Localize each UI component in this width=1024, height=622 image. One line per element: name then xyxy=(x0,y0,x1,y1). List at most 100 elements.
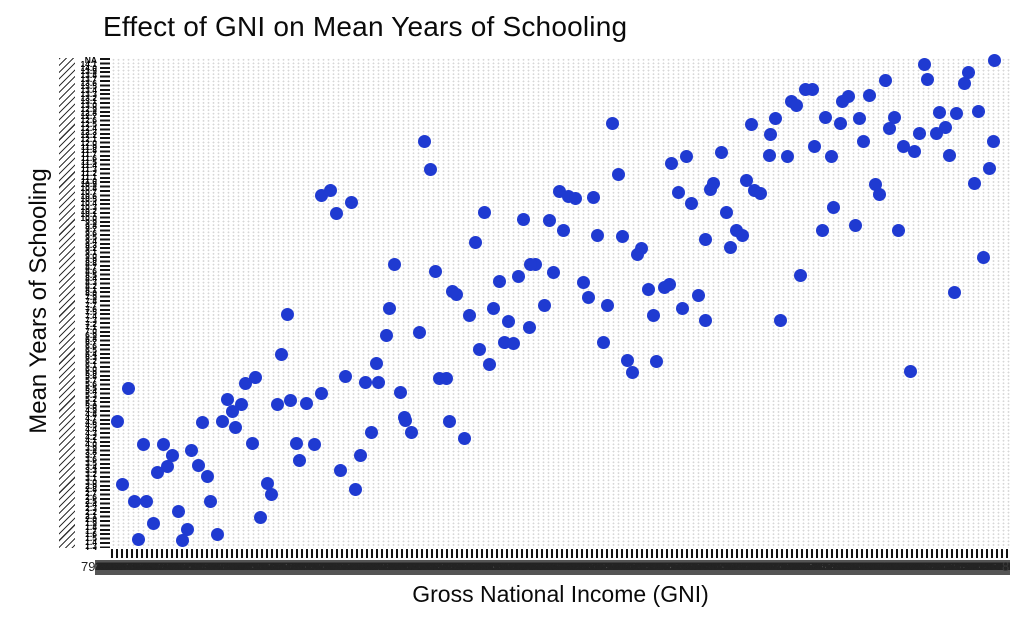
scatter-point xyxy=(774,314,788,328)
scatter-point xyxy=(280,308,294,322)
scatter-point xyxy=(293,454,307,468)
scatter-point xyxy=(151,466,165,480)
scatter-point xyxy=(762,148,776,162)
scatter-point xyxy=(976,250,990,264)
scatter-point xyxy=(912,126,926,140)
scatter-point xyxy=(962,66,976,80)
scatter-point xyxy=(314,386,328,400)
scatter-point xyxy=(204,494,218,508)
scatter-point xyxy=(612,167,626,181)
scatter-point xyxy=(650,354,664,368)
scatter-point xyxy=(714,145,728,159)
scatter-point xyxy=(399,413,413,427)
scatter-point xyxy=(463,309,477,323)
scatter-point xyxy=(522,320,536,334)
scatter-point xyxy=(371,375,385,389)
scatter-point xyxy=(473,343,487,357)
scatter-point xyxy=(185,443,199,457)
scatter-point xyxy=(768,111,782,125)
scatter-point xyxy=(569,192,583,206)
scatter-point xyxy=(815,223,829,237)
scatter-point xyxy=(853,111,867,125)
scatter-point xyxy=(606,117,620,131)
scatter-point xyxy=(161,460,175,474)
scatter-point xyxy=(587,191,601,205)
scatter-point xyxy=(647,309,661,323)
scatter-point xyxy=(972,104,986,118)
scatter-point xyxy=(418,134,432,148)
scatter-point xyxy=(600,299,614,313)
scatter-point xyxy=(679,150,693,164)
scatter-point xyxy=(423,162,437,176)
scatter-point xyxy=(482,358,496,372)
scatter-point xyxy=(457,432,471,446)
scatter-point xyxy=(780,149,794,163)
scatter-point xyxy=(929,126,943,140)
scatter-point xyxy=(745,118,759,132)
scatter-point xyxy=(275,347,289,361)
scatter-point xyxy=(556,223,570,237)
scatter-point xyxy=(863,89,877,103)
scatter-point xyxy=(344,195,358,209)
scatter-point xyxy=(827,201,841,215)
scatter-point xyxy=(225,404,239,418)
scatter-point xyxy=(888,110,902,124)
scatter-point xyxy=(943,148,957,162)
scatter-point xyxy=(171,504,185,518)
scatter-point xyxy=(621,353,635,367)
scatter-point xyxy=(323,184,337,198)
scatter-point xyxy=(897,139,911,153)
scatter-point xyxy=(387,257,401,271)
scatter-point xyxy=(833,117,847,131)
scatter-point xyxy=(987,134,1001,148)
scatter-point xyxy=(478,206,492,220)
x-axis-tick-labels: 2400189590603309090155868398035881595274… xyxy=(95,560,1010,575)
scatter-point xyxy=(439,371,453,385)
scatter-point xyxy=(903,365,917,379)
scatter-point xyxy=(468,236,482,250)
scatter-point xyxy=(412,326,426,340)
y-axis-ticks xyxy=(100,58,110,548)
scatter-point xyxy=(616,229,630,243)
scatter-point xyxy=(577,276,591,290)
scatter-point xyxy=(794,268,808,282)
scatter-point xyxy=(546,265,560,279)
scatter-point xyxy=(988,54,1002,68)
scatter-point xyxy=(501,315,515,329)
scatter-point xyxy=(507,337,521,351)
scatter-point xyxy=(723,241,737,255)
x-axis-last-tick-fragment: 8 xyxy=(1002,559,1010,574)
scatter-point xyxy=(665,156,679,170)
y-axis-title: Mean Years of Schooling xyxy=(25,168,52,434)
scatter-point xyxy=(249,370,263,384)
scatter-point xyxy=(753,187,767,201)
scatter-point xyxy=(180,522,194,536)
scatter-point xyxy=(836,95,850,109)
scatter-point xyxy=(122,381,136,395)
scatter-point xyxy=(200,469,214,483)
scatter-point xyxy=(764,127,778,141)
scatter-point xyxy=(383,302,397,316)
y-axis-tick-labels: NA 14.1 14.0 13.9 13.8 13.7 13.6 13.5 13.4 13.3 13… xyxy=(80,56,97,550)
scatter-point xyxy=(878,73,892,87)
scatter-point xyxy=(191,459,205,473)
scatter-point xyxy=(698,232,712,246)
scatter-point xyxy=(443,414,457,428)
scatter-point xyxy=(671,186,685,200)
scatter-point xyxy=(116,477,130,491)
scatter-point xyxy=(284,393,298,407)
scatter-point xyxy=(856,134,870,148)
scatter-point xyxy=(487,302,501,316)
scatter-point xyxy=(543,214,557,228)
scatter-point xyxy=(908,144,922,158)
scatter-point xyxy=(110,414,124,428)
scatter-point xyxy=(215,414,229,428)
scatter-point xyxy=(662,277,676,291)
scatter-point xyxy=(260,476,274,490)
scatter-point xyxy=(353,449,367,463)
scatter-point xyxy=(982,161,996,175)
scatter-point xyxy=(140,494,154,508)
scatter-point xyxy=(156,438,170,452)
scatter-point xyxy=(892,223,906,237)
